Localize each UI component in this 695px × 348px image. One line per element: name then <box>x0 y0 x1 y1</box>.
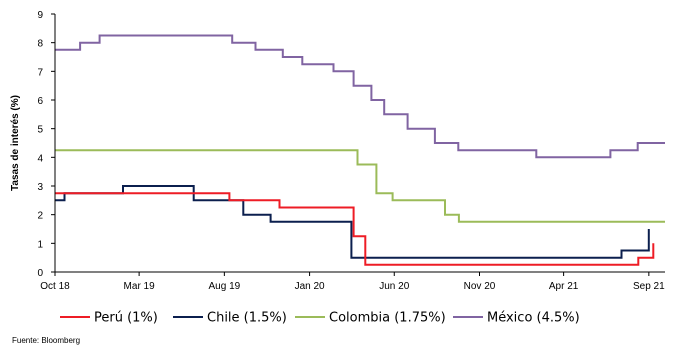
series-line-4 <box>55 34 665 159</box>
series-line-3 <box>55 149 665 223</box>
x-tick-label: Jun 20 <box>379 281 409 292</box>
x-tick-labels: Oct 18 Mar 19 Aug 19 Jan 20 Jun 20 Nov 20 Apr … <box>40 281 665 292</box>
y-tick-label: 3 <box>37 182 43 193</box>
x-tick-label: Nov 20 <box>464 281 496 292</box>
legend-label: México (4.5%) <box>487 311 580 326</box>
y-tick-label: 2 <box>37 211 43 222</box>
legend: Perú (1%) Chile (1.5%) Colombia (1.75%) Méx… <box>60 311 580 326</box>
y-tick-labels: 0 1 2 3 4 5 6 7 8 9 <box>37 10 43 279</box>
x-tick-label: Apr 21 <box>549 281 579 292</box>
x-tick-label: Mar 19 <box>124 281 156 292</box>
y-axis-label: Tasas de interés (%) <box>10 95 21 191</box>
y-tick-label: 7 <box>37 67 43 78</box>
legend-label: Chile (1.5%) <box>207 311 287 326</box>
x-tick-label: Aug 19 <box>209 281 241 292</box>
x-tick-label: Jan 20 <box>295 281 325 292</box>
y-tick-label: 8 <box>37 39 43 50</box>
x-tick-label: Oct 18 <box>40 281 70 292</box>
y-tick-label: 9 <box>37 10 43 21</box>
y-tick-label: 1 <box>37 239 43 250</box>
source-note: Fuente: Bloomberg <box>12 336 80 345</box>
series-layer <box>55 34 665 266</box>
y-tick-label: 5 <box>37 125 43 136</box>
axes <box>51 13 665 276</box>
legend-label: Perú (1%) <box>94 311 158 326</box>
x-tick-label: Sep 21 <box>633 281 665 292</box>
series-line-1 <box>55 192 655 266</box>
y-tick-label: 4 <box>37 153 43 164</box>
legend-label: Colombia (1.75%) <box>329 311 446 326</box>
y-tick-label: 0 <box>37 268 43 279</box>
y-tick-label: 6 <box>37 96 43 107</box>
